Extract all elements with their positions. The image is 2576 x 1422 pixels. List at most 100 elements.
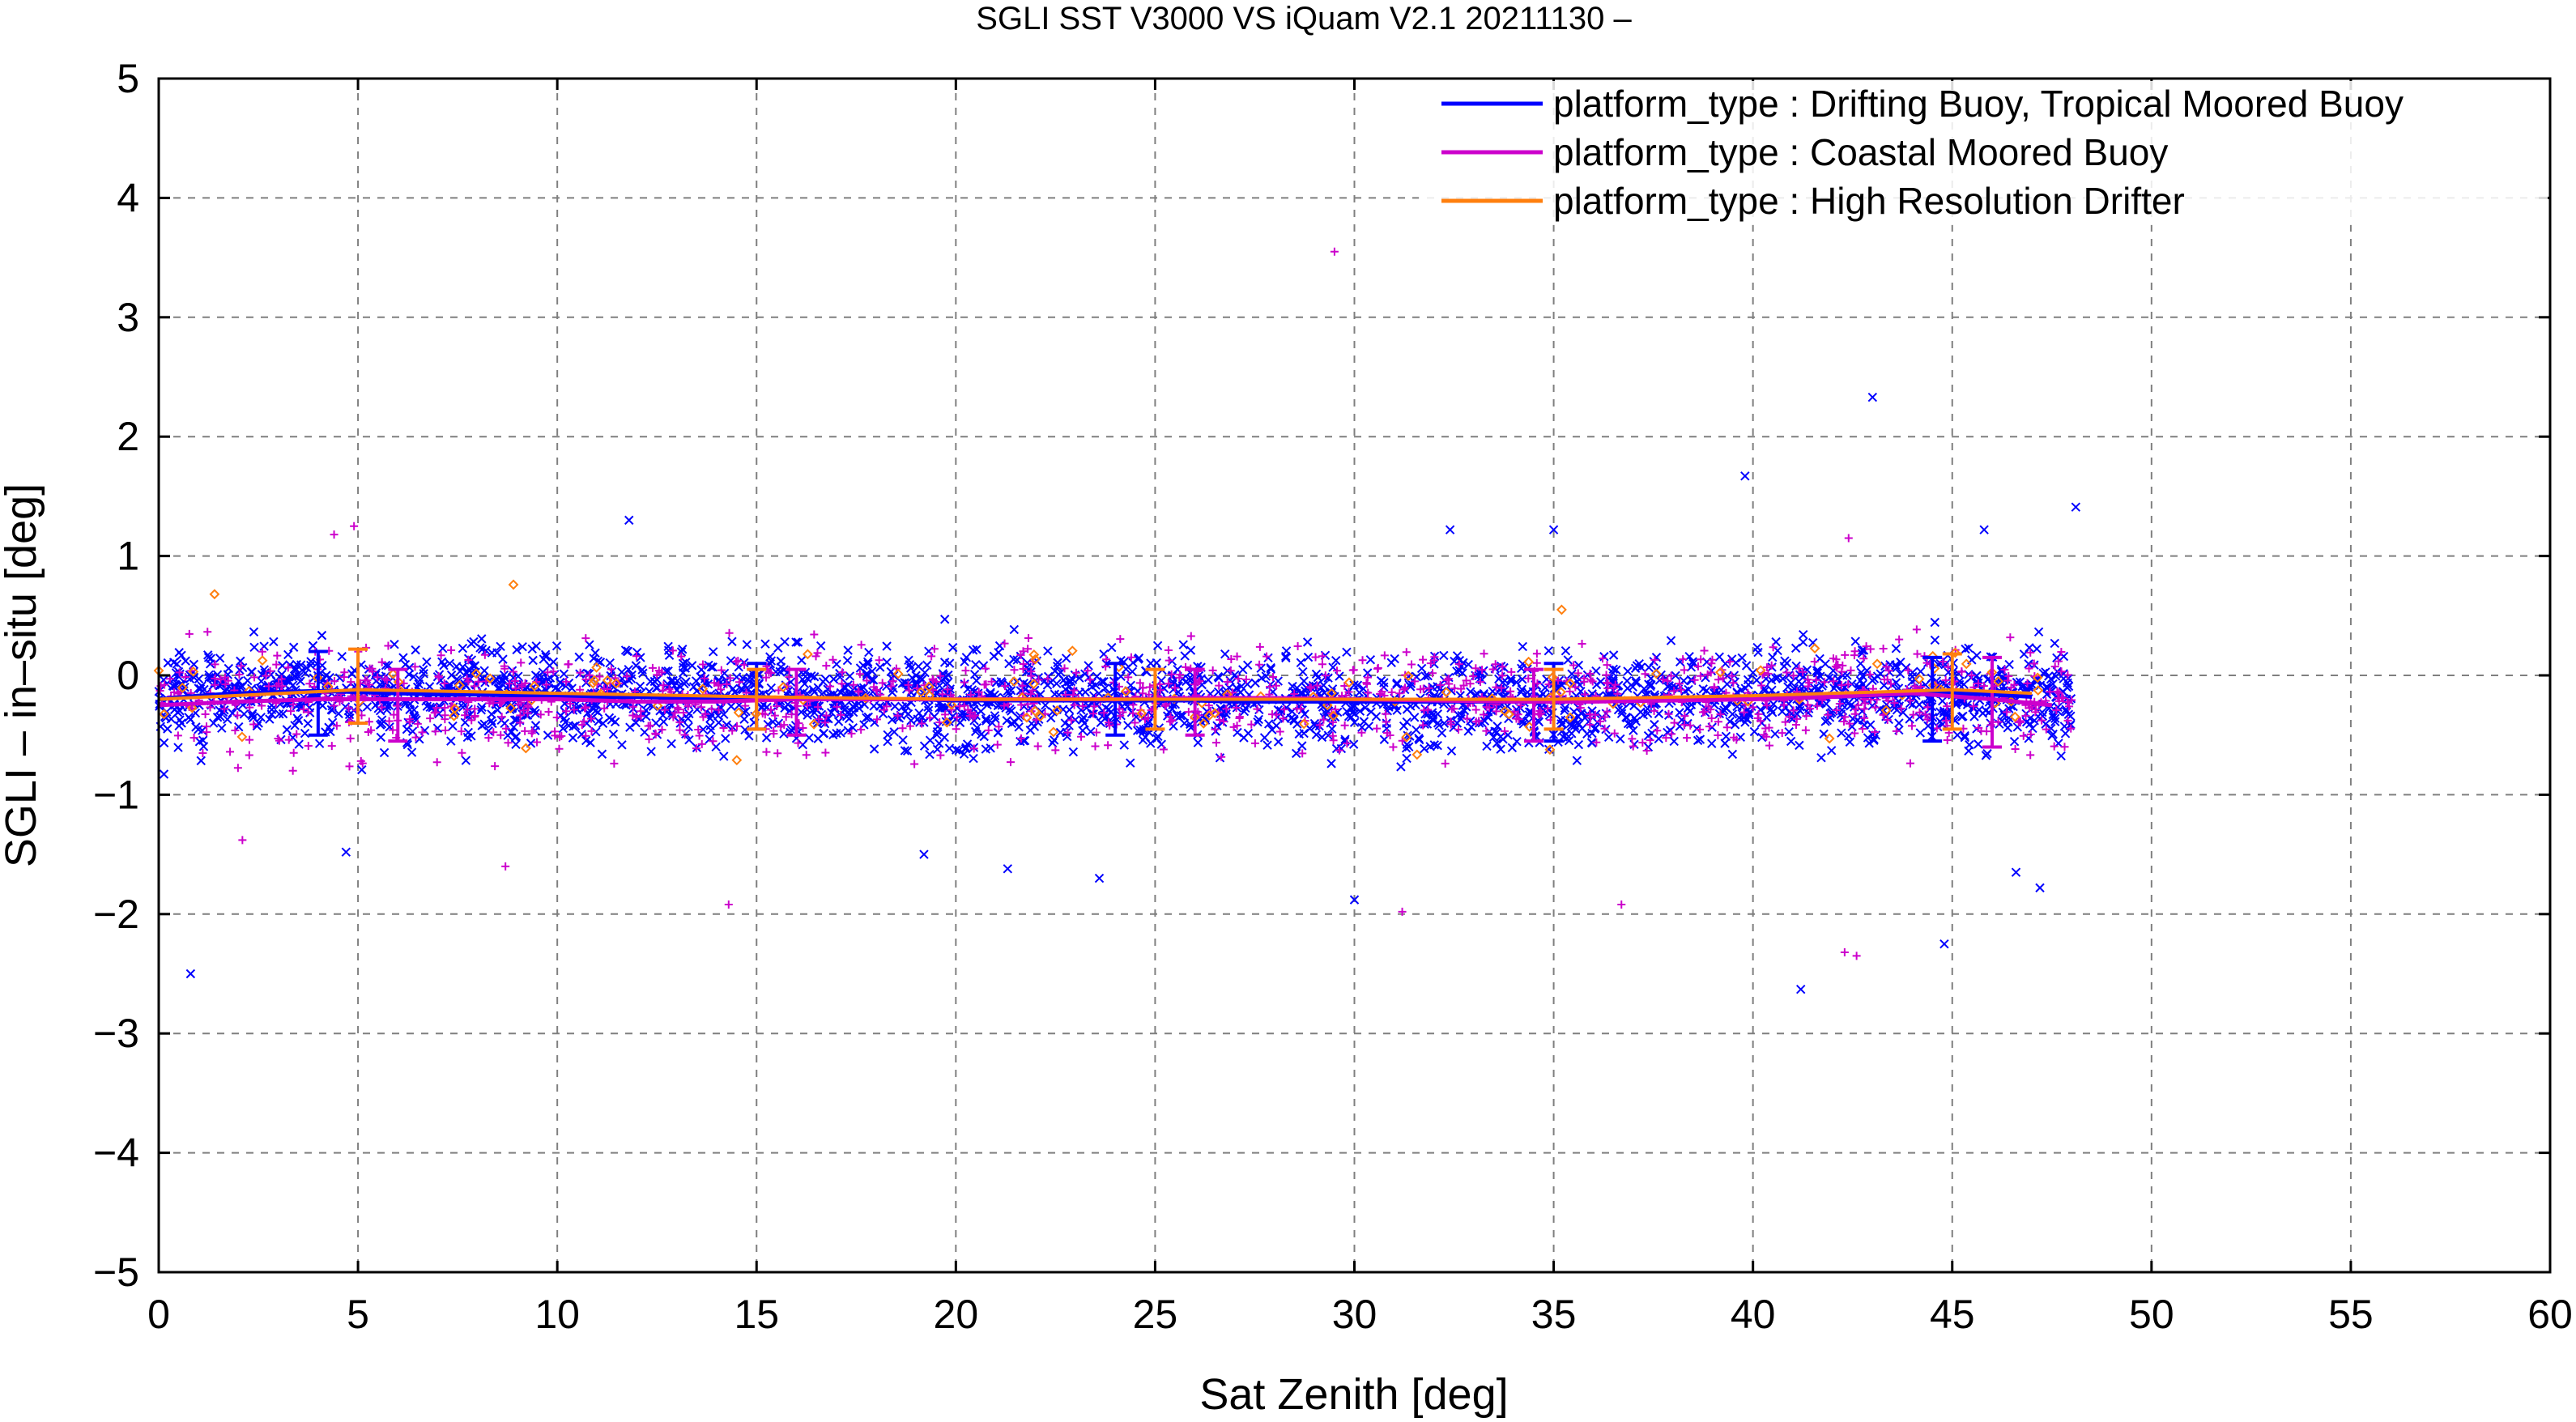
data-point <box>1499 662 1509 673</box>
data-point <box>658 686 667 695</box>
data-point <box>1292 705 1301 713</box>
data-point <box>2046 723 2056 734</box>
data-point <box>627 670 637 680</box>
data-point <box>1565 687 1574 696</box>
data-point <box>1106 707 1116 717</box>
data-point <box>1331 705 1340 714</box>
data-point <box>275 709 284 719</box>
data-point <box>524 703 533 712</box>
data-point <box>803 674 812 683</box>
data-point <box>357 764 367 775</box>
data-point <box>1845 737 1855 747</box>
data-point <box>487 716 496 726</box>
data-point <box>1488 732 1499 743</box>
data-point <box>1629 742 1637 751</box>
data-point <box>1598 654 1607 663</box>
data-point <box>1061 678 1071 688</box>
data-point <box>1890 699 1899 708</box>
data-point <box>327 742 336 751</box>
data-point <box>441 703 449 712</box>
data-point <box>832 702 841 711</box>
data-point <box>1795 702 1805 712</box>
data-point <box>1809 643 1820 654</box>
data-point <box>1662 734 1671 743</box>
data-point <box>2057 667 2066 676</box>
data-point <box>1167 670 1176 679</box>
data-point <box>803 701 811 710</box>
data-point <box>185 629 194 638</box>
x-tick-label: 20 <box>934 1292 979 1337</box>
data-point <box>1377 688 1386 696</box>
data-point <box>1262 652 1271 661</box>
data-point <box>2065 702 2074 711</box>
data-point <box>1718 674 1727 683</box>
data-point <box>337 651 347 662</box>
data-point <box>1727 749 1738 760</box>
data-point <box>1974 679 1982 688</box>
data-point <box>1695 734 1705 744</box>
data-point <box>1127 666 1138 677</box>
data-point <box>1708 655 1717 664</box>
data-point <box>940 615 950 624</box>
data-point <box>479 666 489 675</box>
data-point <box>189 734 198 742</box>
data-point <box>1972 671 1982 681</box>
data-point <box>1048 726 1059 738</box>
data-point <box>1943 702 1952 711</box>
data-point <box>1387 688 1396 696</box>
data-point <box>981 714 991 724</box>
data-point <box>440 679 449 688</box>
data-point <box>938 690 947 699</box>
data-point <box>424 682 435 692</box>
data-point <box>2011 745 2020 754</box>
data-point <box>1491 660 1500 669</box>
data-point <box>1140 715 1149 724</box>
data-point <box>837 710 845 719</box>
data-point <box>306 660 316 671</box>
data-point <box>1739 708 1748 717</box>
data-point <box>253 718 263 728</box>
data-point <box>1646 736 1654 745</box>
data-point <box>1379 682 1389 692</box>
data-point <box>910 760 919 768</box>
data-point <box>1563 655 1573 665</box>
data-point <box>1754 709 1763 718</box>
y-tick-label: 0 <box>117 653 139 698</box>
data-point <box>757 702 767 713</box>
data-point <box>1677 685 1686 694</box>
data-point <box>653 671 662 679</box>
data-point <box>1272 710 1281 719</box>
data-point <box>1501 726 1509 735</box>
data-point <box>514 700 523 709</box>
data-point <box>1696 671 1705 680</box>
data-point <box>1898 708 1908 717</box>
data-point <box>728 683 738 694</box>
data-point <box>1769 643 1778 652</box>
data-point <box>984 726 993 734</box>
data-point <box>1499 705 1510 717</box>
data-point <box>883 730 892 740</box>
data-point <box>770 711 779 720</box>
data-point <box>314 739 325 748</box>
data-point <box>766 683 777 693</box>
data-point <box>697 703 706 712</box>
data-point <box>1857 645 1867 655</box>
data-point <box>1729 733 1738 742</box>
data-point <box>1253 705 1262 713</box>
error-bar <box>747 667 767 731</box>
data-point <box>1352 680 1363 690</box>
data-point <box>266 709 277 719</box>
data-point <box>660 705 669 714</box>
data-point <box>863 712 873 722</box>
data-point <box>1297 705 1307 715</box>
data-point <box>1222 705 1231 713</box>
x-tick-label: 50 <box>2129 1292 2174 1337</box>
data-point <box>288 642 299 652</box>
outlier-point <box>1979 525 1989 534</box>
data-point <box>845 671 855 681</box>
data-point <box>697 739 706 748</box>
data-point <box>1035 711 1045 722</box>
data-point <box>1198 717 1209 729</box>
data-point <box>2025 664 2033 673</box>
data-point <box>677 652 686 661</box>
